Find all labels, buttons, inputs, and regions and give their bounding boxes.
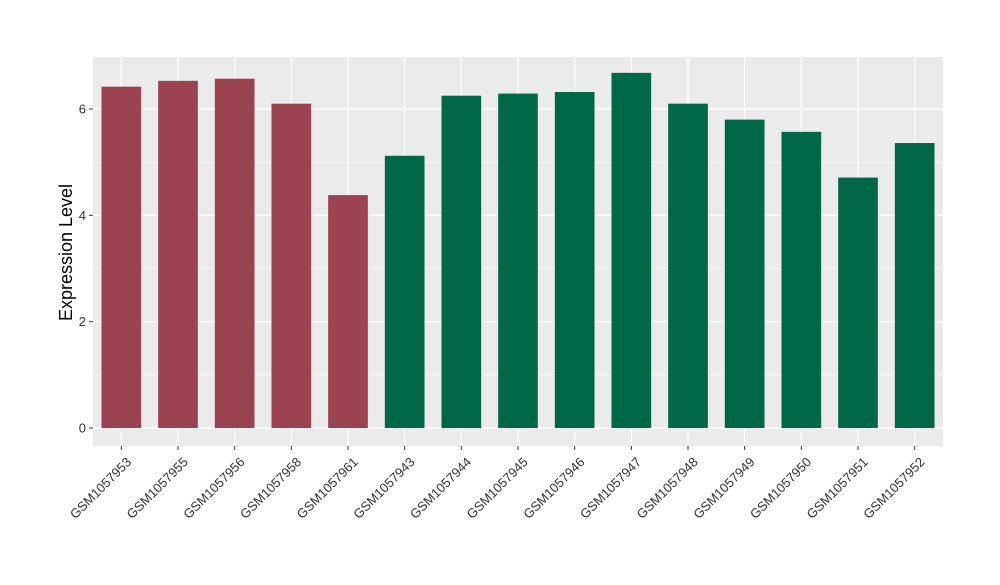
bar [214,78,255,428]
bars [101,72,935,429]
y-axis-title: Expression Level [56,184,76,321]
bar [668,103,708,428]
bar [101,86,142,429]
y-tick-label: 0 [79,421,86,436]
x-axis: GSM1057953GSM1057955GSM1057956GSM1057958… [67,446,928,522]
y-tick-label: 4 [79,208,86,223]
y-tick-label: 2 [79,314,86,329]
bar [271,103,312,428]
bar [384,155,425,428]
y-tick-label: 6 [79,102,86,117]
bar [894,143,935,428]
bar [554,91,595,428]
bar [838,177,878,428]
bar [724,119,765,428]
bar [441,95,482,428]
bar [781,131,822,428]
bar [328,195,368,428]
bar [158,80,198,429]
y-axis: 0 2 4 6 [79,102,93,436]
bar [498,93,538,428]
bar [611,72,652,428]
